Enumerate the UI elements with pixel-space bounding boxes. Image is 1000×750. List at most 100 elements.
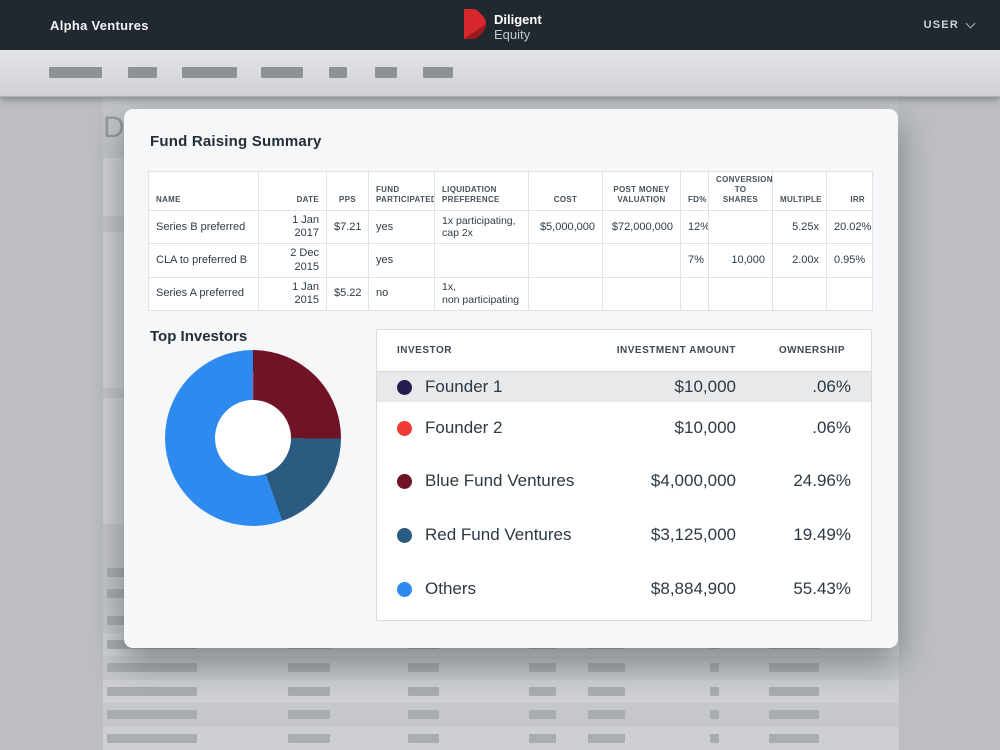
fund-table-cell: 1 Jan 2015 <box>258 276 327 312</box>
placeholder-bar <box>588 710 625 719</box>
fund-table-cell: 1x, non participating <box>434 276 529 312</box>
investor-color-dot-icon <box>397 527 412 543</box>
placeholder-bar <box>529 733 556 743</box>
fund-table-cell: Series B preferred <box>148 209 259 245</box>
fund-table-cell: CLA to preferred B <box>148 243 259 278</box>
fund-table-cell: $7.21 <box>326 209 369 245</box>
top-navigation-bar: Alpha Ventures Diligent Equity USER <box>0 0 1000 50</box>
placeholder-bar <box>529 663 556 672</box>
investor-name: Others <box>425 579 477 598</box>
fund-table-cell <box>602 276 681 312</box>
fund-table-cell: $5,000,000 <box>528 209 603 245</box>
background-table-row <box>103 679 899 703</box>
investor-row[interactable]: Red Fund Ventures $3,125,000 19.49% <box>377 508 871 562</box>
investor-ownership: .06% <box>812 418 851 437</box>
fund-table-cell: 0.95% <box>826 243 873 278</box>
toolbar-placeholder-item <box>49 67 102 78</box>
placeholder-bar <box>588 663 625 672</box>
investors-header-investor: INVESTOR <box>397 345 452 356</box>
investor-amount: $10,000 <box>674 418 736 437</box>
investor-amount: $10,000 <box>674 377 736 396</box>
background-table-row <box>103 726 899 750</box>
placeholder-bar <box>769 686 819 696</box>
top-investors-title: Top Investors <box>150 328 248 345</box>
investor-name: Founder 1 <box>425 377 503 396</box>
placeholder-bar <box>288 733 330 743</box>
investor-name: Red Fund Ventures <box>425 525 572 544</box>
placeholder-bar <box>107 733 197 743</box>
toolbar-placeholder-item <box>375 67 397 78</box>
investor-ownership: .06% <box>812 377 851 396</box>
placeholder-bar <box>710 710 719 719</box>
background-table-row <box>103 656 899 680</box>
user-menu-label: USER <box>923 19 959 31</box>
donut-chart-hole <box>215 400 291 476</box>
investor-row[interactable]: Founder 2 $10,000 .06% <box>377 402 871 454</box>
fund-table-cell <box>434 243 529 278</box>
investor-amount: $4,000,000 <box>650 471 736 490</box>
logo-primary-text: Diligent <box>494 11 542 27</box>
investor-row[interactable]: Founder 1 $10,000 .06% <box>377 372 871 402</box>
user-menu[interactable]: USER <box>923 0 976 50</box>
investor-color-dot-icon <box>397 379 412 395</box>
investor-name: Founder 2 <box>425 418 503 437</box>
fund-table-header-cell: MULTIPLE <box>772 171 827 211</box>
fund-table-cell: 20.02% <box>826 209 873 245</box>
fund-table-row: Series A preferred 1 Jan 2015 $5.22 no 1x, n… <box>148 276 873 312</box>
investor-color-dot-icon <box>397 581 412 597</box>
placeholder-bar <box>408 663 439 672</box>
fund-table-cell: 1 Jan 2017 <box>258 209 327 245</box>
placeholder-bar <box>588 686 625 696</box>
fund-table-cell: 7% <box>680 243 709 278</box>
fund-table-header-cell: POST MONEY VALUATION <box>602 171 681 211</box>
investor-name: Blue Fund Ventures <box>425 471 575 490</box>
placeholder-bar <box>710 733 719 743</box>
placeholder-bar <box>408 710 439 719</box>
placeholder-bar <box>710 663 719 672</box>
investors-table-header: INVESTOR INVESTMENT AMOUNT OWNERSHIP <box>377 330 871 372</box>
fund-table-header-cell: PPS <box>326 171 369 211</box>
company-name: Alpha Ventures <box>50 17 149 33</box>
fund-table-cell: 10,000 <box>708 243 773 278</box>
placeholder-bar <box>107 710 197 719</box>
investor-row[interactable]: Others $8,884,900 55.43% <box>377 562 871 616</box>
investor-color-dot-icon <box>397 473 412 489</box>
investor-row[interactable]: Blue Fund Ventures $4,000,000 24.96% <box>377 454 871 508</box>
investor-ownership: 55.43% <box>793 579 851 598</box>
toolbar-placeholder-item <box>128 67 157 78</box>
dialog-title: Fund Raising Summary <box>150 133 322 150</box>
placeholder-bar <box>769 663 819 672</box>
toolbar-placeholder-item <box>423 67 453 78</box>
placeholder-bar <box>769 733 819 743</box>
fund-table-header-cell: FUND PARTICIPATED <box>368 171 435 211</box>
fund-table-cell <box>680 276 709 312</box>
chevron-down-icon <box>965 18 976 28</box>
placeholder-bar <box>107 663 197 672</box>
toolbar-placeholder-item <box>329 67 347 78</box>
fund-table-cell: Series A preferred <box>148 276 259 312</box>
placeholder-bar <box>408 733 439 743</box>
placeholder-bar <box>529 686 556 696</box>
investors-table: INVESTOR INVESTMENT AMOUNT OWNERSHIP Fou… <box>376 329 872 621</box>
fund-raising-table: NAME DATE PPS FUND PARTICIPATED LIQUIDATION … <box>148 171 873 312</box>
secondary-toolbar <box>0 50 1000 97</box>
fund-table-header-cell: COST <box>528 171 603 211</box>
fund-table-header-cell: NAME <box>148 171 259 211</box>
placeholder-bar <box>529 710 556 719</box>
donut-chart[interactable] <box>165 350 341 526</box>
background-page-heading: D <box>103 111 125 144</box>
fund-table-cell <box>708 276 773 312</box>
placeholder-bar <box>107 686 197 696</box>
fund-table-cell: yes <box>368 243 435 278</box>
placeholder-bar <box>288 710 330 719</box>
toolbar-placeholder-item <box>182 67 237 78</box>
investor-color-dot-icon <box>397 420 412 436</box>
diligent-logo-mark-icon <box>462 8 488 45</box>
placeholder-bar <box>288 663 330 672</box>
logo-secondary-text: Equity <box>494 26 531 42</box>
fund-table-cell: $72,000,000 <box>602 209 681 245</box>
fund-table-cell <box>602 243 681 278</box>
investors-header-ownership: OWNERSHIP <box>778 345 845 356</box>
fund-table-header-cell: IRR <box>826 171 873 211</box>
